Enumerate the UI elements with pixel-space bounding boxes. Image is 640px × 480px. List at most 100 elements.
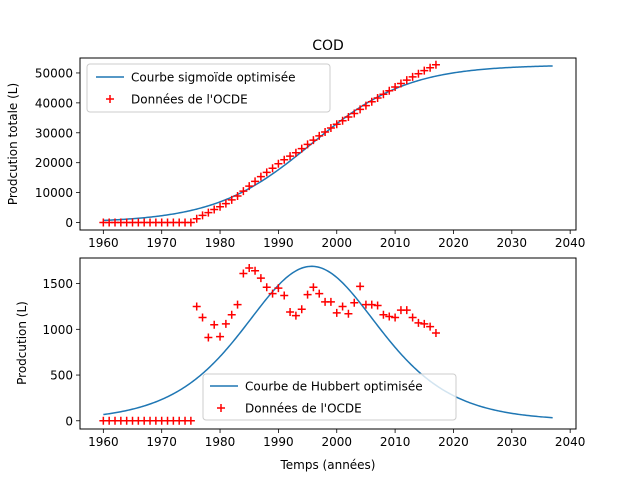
bottom-chart-data-point: [221, 319, 230, 328]
bottom-chart: 1960 1970 1980 1990 2000 2010 2020 2030 2040 0 500…: [15, 257, 585, 472]
bottom-chart-data-point: [326, 297, 335, 306]
bottom-chart-data-point: [414, 318, 423, 327]
bottom-chart-xtick-label: 1960: [88, 435, 119, 449]
top-chart-data-point: [402, 76, 411, 85]
bottom-chart-data-point: [216, 332, 225, 341]
bottom-chart-ylabel: Prodcution (L): [15, 301, 29, 385]
bottom-chart-legend-box: [202, 373, 457, 421]
top-chart-data-point: [332, 120, 341, 129]
top-chart-xtick-label: 1970: [146, 236, 177, 250]
top-chart-data-point: [350, 109, 359, 118]
bottom-chart-fitted-curve: [103, 265, 553, 419]
top-chart-data-point: [426, 63, 435, 72]
bottom-chart-data-point: [198, 313, 207, 322]
top-chart-xtick-label: 2010: [380, 236, 411, 250]
bottom-chart-data-point: [204, 333, 213, 342]
bottom-chart-data-point: [385, 312, 394, 321]
bottom-chart-data-point: [251, 266, 260, 275]
bottom-chart-data-point: [233, 300, 242, 309]
bottom-chart-data-point: [239, 269, 248, 278]
bottom-chart-ytick-label: 1500: [42, 277, 73, 291]
top-chart-data-point: [396, 79, 405, 88]
top-chart-data-point: [239, 187, 248, 196]
top-chart-legend-marker-swatch: [106, 95, 114, 103]
top-chart-ytick-label: 30000: [35, 126, 73, 140]
top-chart-data-point: [291, 148, 300, 157]
bottom-chart-data-point: [408, 313, 417, 322]
top-chart-data-point: [431, 60, 440, 69]
bottom-chart-xtick-label: 2030: [497, 435, 528, 449]
bottom-chart-xtick-label: 2040: [555, 435, 586, 449]
top-chart-data-point: [198, 211, 207, 220]
top-chart-data-point: [286, 152, 295, 161]
top-chart-data-point: [344, 112, 353, 121]
bottom-chart-ytick-label: 0: [65, 414, 73, 428]
top-chart-axes: 1960 1970 1980 1990 2000 2010 2020 2030 2040 0 100…: [35, 66, 586, 250]
bottom-chart-data-point: [309, 283, 318, 292]
top-chart-fitted-curve: [103, 65, 553, 222]
bottom-chart-xtick-label: 2000: [321, 435, 352, 449]
bottom-chart-xlabel: Temps (années): [280, 458, 376, 472]
bottom-chart-data-point: [315, 289, 324, 298]
bottom-chart-data-point: [210, 320, 219, 329]
top-chart-ytick-label: 10000: [35, 186, 73, 200]
top-chart-data-point: [280, 155, 289, 164]
top-chart-data-point: [315, 131, 324, 140]
bottom-chart-xtick-label: 2020: [438, 435, 469, 449]
top-chart-data-point: [385, 86, 394, 95]
bottom-chart-data-point: [256, 274, 265, 283]
top-chart-data-point: [356, 105, 365, 114]
top-chart-data-point: [373, 93, 382, 102]
bottom-chart-data-point: [268, 289, 277, 298]
bottom-chart-xtick-label: 1980: [205, 435, 236, 449]
bottom-chart-data-point: [420, 319, 429, 328]
bottom-chart-data-point: [286, 307, 295, 316]
bottom-chart-data-point: [227, 310, 236, 319]
top-chart-legend: Courbe sigmoïde optimisée Données de l'O…: [86, 63, 331, 113]
top-chart-data-point: [379, 90, 388, 99]
top-chart-series: [99, 60, 553, 227]
bottom-chart-data-point: [332, 308, 341, 317]
top-chart-data-point: [303, 140, 312, 149]
bottom-chart-legend-marker-swatch: [217, 404, 225, 412]
top-chart-xtick-label: 1990: [263, 236, 294, 250]
top-chart-data-point: [221, 199, 230, 208]
top-chart-data-point: [321, 127, 330, 136]
top-chart-data-point: [256, 172, 265, 181]
top-chart-data-point: [326, 124, 335, 133]
top-chart-data-point: [367, 97, 376, 106]
bottom-chart-data-point: [426, 322, 435, 331]
bottom-chart-data-point: [274, 284, 283, 293]
top-chart-data-point: [297, 144, 306, 153]
top-chart-frame: [79, 57, 577, 231]
bottom-chart-data-point: [186, 416, 195, 425]
top-chart-xtick-label: 2000: [321, 236, 352, 250]
bottom-chart-data-point: [297, 305, 306, 314]
top-chart-data-point: [309, 136, 318, 145]
bottom-chart-data-point: [280, 291, 289, 300]
bottom-chart-xtick-label: 2010: [380, 435, 411, 449]
top-chart-xtick-label: 1980: [205, 236, 236, 250]
bottom-chart-data-point: [291, 311, 300, 320]
bottom-chart-xtick-label: 1990: [263, 435, 294, 449]
bottom-chart-legend: Courbe de Hubbert optimisée Données de l…: [202, 373, 457, 421]
top-chart-legend-box: [86, 63, 331, 113]
bottom-chart-data-point: [344, 309, 353, 318]
top-chart-data-point: [245, 182, 254, 191]
bottom-chart-data-point: [338, 302, 347, 311]
bottom-chart-ytick-label: 1000: [42, 323, 73, 337]
top-chart-data-point: [414, 69, 423, 78]
bottom-chart-xtick-label: 1970: [146, 435, 177, 449]
bottom-chart-axes: 1960 1970 1980 1990 2000 2010 2020 2030 2040 0 500…: [42, 277, 585, 449]
top-chart: 1960 1970 1980 1990 2000 2010 2020 2030 2040 0 100…: [6, 57, 586, 250]
top-chart-xtick-label: 2040: [555, 236, 586, 250]
bottom-chart-series: [99, 264, 553, 425]
bottom-chart-data-point: [367, 300, 376, 309]
bottom-chart-data-point: [303, 290, 312, 299]
top-chart-xtick-label: 2020: [438, 236, 469, 250]
top-chart-data-point: [204, 208, 213, 217]
bottom-chart-data-point: [379, 310, 388, 319]
top-chart-data-point: [274, 159, 283, 168]
top-chart-ytick-label: 40000: [35, 96, 73, 110]
bottom-chart-legend-label-curve: Courbe de Hubbert optimisée: [245, 380, 423, 394]
